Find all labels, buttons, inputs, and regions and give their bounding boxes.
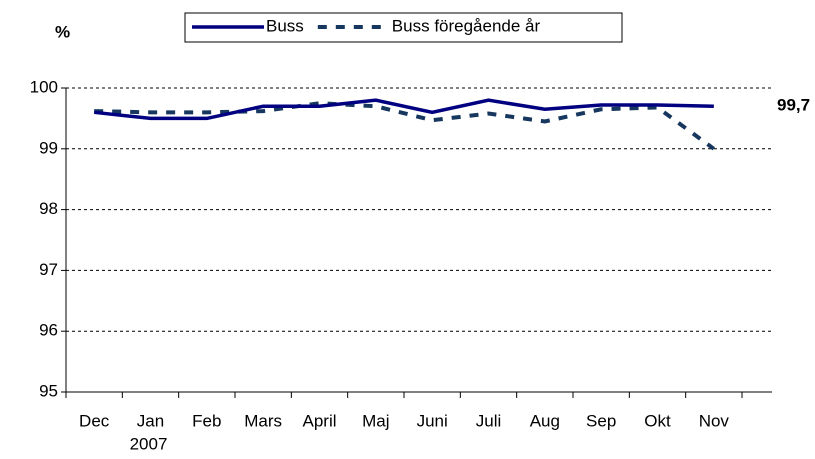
x-tick-label: Nov bbox=[699, 411, 730, 430]
y-tick-label: 97 bbox=[39, 260, 58, 279]
x-tick-label: Juli bbox=[476, 411, 502, 430]
y-tick-label: 99 bbox=[39, 138, 58, 157]
x-tick-label: Okt bbox=[644, 411, 671, 430]
y-tick-label: 96 bbox=[39, 321, 58, 340]
y-tick-label: 95 bbox=[39, 381, 58, 400]
series-line bbox=[93, 98, 714, 121]
y-tick-label: 100 bbox=[30, 77, 58, 96]
x-tick-label: Dec bbox=[79, 411, 110, 430]
x-tick-label: Feb bbox=[192, 411, 221, 430]
y-tick-label: 98 bbox=[39, 199, 58, 218]
legend-label: Buss föregående år bbox=[392, 16, 541, 35]
x-tick-sublabel: 2007 bbox=[130, 434, 168, 453]
series-line bbox=[94, 101, 716, 151]
value-label: 99,7 bbox=[777, 96, 810, 115]
legend-label: Buss bbox=[266, 16, 304, 35]
x-tick-label: Juni bbox=[417, 411, 448, 430]
x-tick-label: Sep bbox=[586, 411, 616, 430]
x-tick-label: Jan bbox=[137, 411, 164, 430]
x-tick-label: Maj bbox=[362, 411, 389, 430]
x-tick-label: Mars bbox=[244, 411, 282, 430]
y-unit: % bbox=[55, 22, 70, 41]
x-tick-label: April bbox=[302, 411, 336, 430]
x-tick-label: Aug bbox=[530, 411, 560, 430]
